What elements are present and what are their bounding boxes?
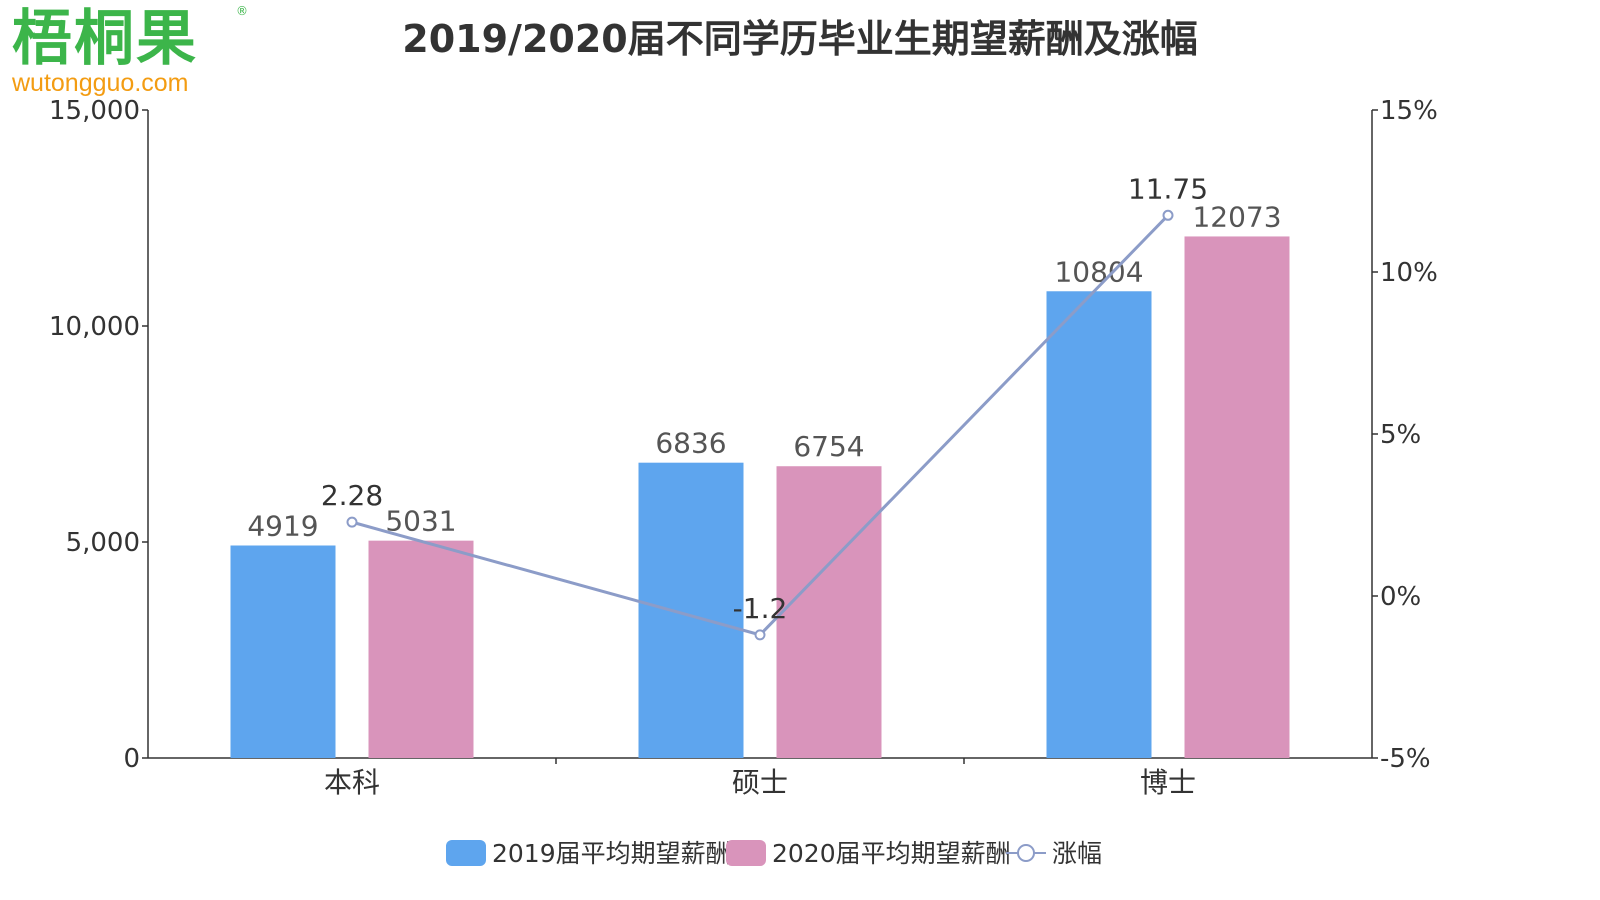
y-left-tick-label: 15,000: [49, 96, 140, 126]
legend-item-2020-label: 2020届平均期望薪酬: [772, 839, 1011, 868]
y-left-tick-label: 0: [123, 744, 140, 774]
bar-2019: [638, 462, 744, 758]
y-right-tick-label: 15%: [1380, 96, 1438, 126]
legend-item-2019-swatch: [446, 840, 486, 866]
y-right-tick-label: 10%: [1380, 258, 1438, 288]
logo-url: wutongguo.com: [12, 69, 189, 97]
line-point: [346, 516, 358, 528]
x-tick-label: 本科: [324, 766, 380, 799]
x-tick-label: 硕士: [732, 766, 788, 799]
bar-2019: [1046, 291, 1152, 758]
bar-2019: [230, 545, 336, 758]
y-right-tick-label: 5%: [1380, 420, 1421, 450]
bar-data-label: 4919: [247, 509, 318, 542]
y-right-tick-label: -5%: [1380, 744, 1431, 774]
bar-data-label: 6836: [655, 427, 726, 460]
y-left-tick-label: 10,000: [49, 312, 140, 342]
registered-mark: ®: [236, 4, 248, 18]
y-left-tick-label: 5,000: [66, 528, 140, 558]
line-point: [1162, 209, 1174, 221]
line-data-label: 11.75: [1128, 172, 1208, 205]
legend-item-2020-swatch: [726, 840, 766, 866]
line-data-label: -1.2: [733, 592, 788, 625]
bar-2020: [368, 540, 474, 758]
logo: 梧桐果 ® wutongguo.com: [10, 4, 250, 96]
chart-title: 2019/2020届不同学历毕业生期望薪酬及涨幅: [402, 17, 1198, 61]
y-right-tick-label: 0%: [1380, 582, 1421, 612]
bar-data-label: 12073: [1192, 200, 1281, 233]
x-tick-label: 博士: [1140, 766, 1196, 799]
logo-text: 梧桐果: [12, 4, 198, 74]
bar-data-label: 5031: [385, 505, 456, 538]
bar-2020: [776, 466, 882, 758]
bar-data-label: 6754: [793, 430, 864, 463]
legend-item-2019-label: 2019届平均期望薪酬: [492, 839, 731, 868]
legend-item-growth-marker: [1017, 844, 1035, 862]
bar-2020: [1184, 236, 1290, 758]
line-data-label: 2.28: [321, 479, 383, 512]
bar-data-label: 10804: [1054, 255, 1143, 288]
legend-item-growth-label: 涨幅: [1052, 839, 1102, 868]
line-point: [754, 629, 766, 641]
line-series-growth: [351, 214, 1170, 637]
